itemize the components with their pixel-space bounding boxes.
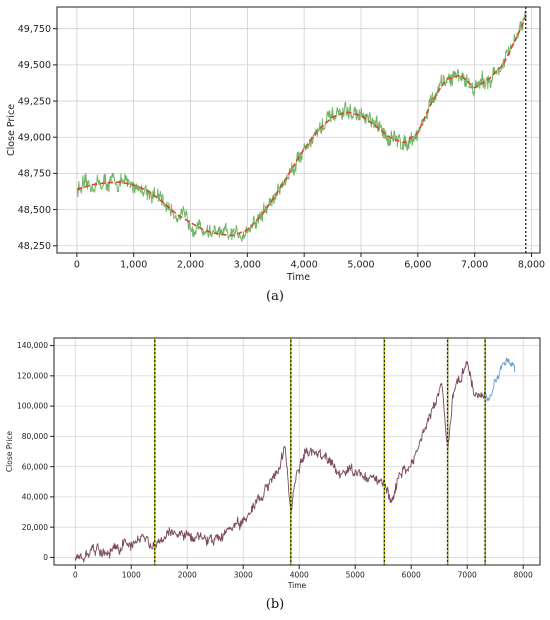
y-axis-label: Close Price xyxy=(5,431,14,472)
y-tick-label: 140,000 xyxy=(17,341,48,350)
series-noisy xyxy=(76,10,527,242)
x-tick-label: 6,000 xyxy=(404,260,431,271)
x-tick-label: 8,000 xyxy=(518,260,545,271)
y-tick-label: 100,000 xyxy=(17,402,48,411)
x-tick-label: 6000 xyxy=(402,571,421,580)
x-tick-label: 4,000 xyxy=(291,260,318,271)
y-tick-label: 0 xyxy=(43,553,48,562)
x-tick-label: 1000 xyxy=(122,571,141,580)
x-tick-label: 7000 xyxy=(458,571,477,580)
chart-a: 0 1,000 2,000 3,000 4,000 5,000 6,000 7,000 8,00… xyxy=(6,6,545,283)
series-noisy-tail xyxy=(484,357,516,402)
x-tick-label: 7,000 xyxy=(461,260,488,271)
x-tick-label: 8000 xyxy=(514,571,533,580)
x-tick-label: 5,000 xyxy=(347,260,374,271)
x-axis-label: Time xyxy=(286,272,310,283)
y-tick-label: 48,250 xyxy=(18,241,51,252)
x-tick-label: 1,000 xyxy=(120,260,147,271)
y-tick-label: 20,000 xyxy=(22,523,48,532)
x-tick-label: 4000 xyxy=(290,571,309,580)
y-tick-label: 49,250 xyxy=(18,96,51,107)
x-tick-label: 3,000 xyxy=(234,260,261,271)
y-tick-label: 60,000 xyxy=(22,462,48,471)
series-smooth xyxy=(76,16,527,237)
x-tick-label: 3000 xyxy=(234,571,253,580)
y-tick-label: 48,750 xyxy=(18,169,51,180)
chart-b: 0 1000 2000 3000 4000 5000 6000 7000 8000 0 20,000… xyxy=(5,337,541,590)
y-tick-label: 49,000 xyxy=(18,133,51,144)
series-noisy-main xyxy=(74,361,486,563)
y-tick-label: 49,500 xyxy=(18,60,51,71)
caption-a: (a) xyxy=(266,289,284,304)
x-tick-label: 2000 xyxy=(178,571,197,580)
y-tick-label: 120,000 xyxy=(17,371,48,380)
y-tick-label: 49,750 xyxy=(18,24,51,35)
x-tick-label: 2,000 xyxy=(177,260,204,271)
plot-frame xyxy=(53,337,541,566)
y-tick-label: 80,000 xyxy=(22,432,48,441)
x-axis-label: Time xyxy=(287,581,307,590)
caption-b: (b) xyxy=(265,597,285,612)
x-tick-label: 5000 xyxy=(346,571,365,580)
x-tick-label: 0 xyxy=(74,260,80,271)
plot-frame xyxy=(56,6,541,254)
x-tick-label: 0 xyxy=(73,571,78,580)
y-tick-label: 48,500 xyxy=(18,205,51,216)
y-tick-label: 40,000 xyxy=(22,493,48,502)
y-axis-label: Close Price xyxy=(6,104,17,156)
